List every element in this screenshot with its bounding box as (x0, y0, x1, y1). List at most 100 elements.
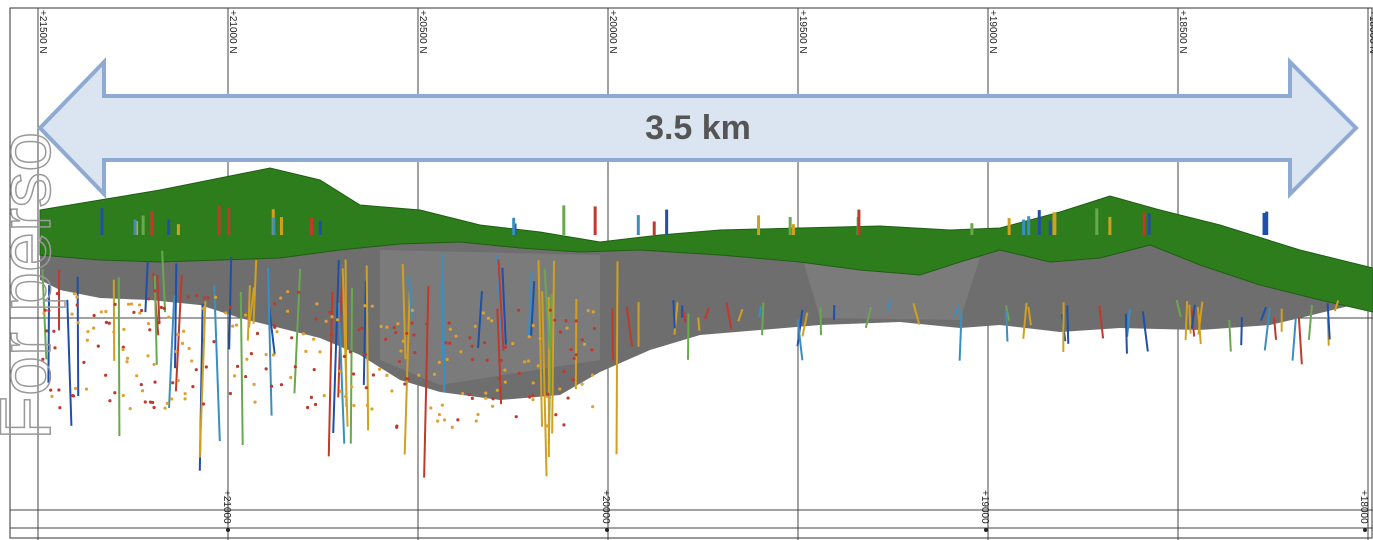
assay-dot (92, 326, 96, 330)
assay-dot (75, 303, 79, 307)
distance-label: 3.5 km (645, 109, 751, 147)
assay-dot (580, 382, 584, 386)
assay-dot (152, 405, 156, 410)
assay-dot (253, 400, 257, 404)
assay-dot (514, 415, 518, 419)
assay-dot (228, 305, 232, 309)
drillhole (477, 291, 483, 349)
assay-dot (201, 307, 206, 311)
assay-dot (401, 339, 405, 343)
assay-dot (459, 350, 463, 354)
assay-dot (565, 326, 569, 330)
assay-dot (125, 356, 130, 360)
assay-dot (129, 302, 134, 306)
assay-dot (72, 292, 77, 296)
assay-dot (335, 318, 340, 322)
assay-dot (99, 310, 103, 314)
assay-dot (50, 394, 54, 398)
drillhole (246, 285, 251, 341)
drillhole (501, 267, 507, 345)
drillhole (267, 267, 273, 416)
assay-dot (318, 350, 322, 354)
drillhole (198, 301, 207, 458)
assay-dot (503, 345, 508, 349)
assay-dot (52, 329, 56, 333)
assay-dot (379, 324, 383, 329)
assay-dot (574, 319, 578, 323)
assay-dot (104, 309, 108, 314)
drillhole (1240, 317, 1243, 346)
drillhole (174, 274, 183, 392)
assay-dot (187, 346, 191, 351)
assay-dot (121, 393, 125, 398)
grid-label: +21000 (221, 490, 232, 524)
drillhole (761, 302, 765, 336)
assay-dot (235, 364, 240, 368)
drillhole (611, 308, 614, 361)
drillhole (912, 303, 921, 325)
assay-dot (450, 425, 454, 429)
assay-dot (306, 405, 310, 410)
assay-dot (76, 321, 80, 325)
assay-dot (234, 323, 239, 327)
drillhole (1307, 304, 1313, 340)
assay-dot (548, 308, 553, 312)
assay-dot (186, 295, 190, 299)
grid-label: +19000 (979, 490, 990, 524)
distance-arrow (37, 57, 1359, 199)
assay-dot (497, 377, 501, 381)
drillhole (758, 306, 762, 318)
assay-dot (528, 395, 532, 399)
assay-dot (249, 352, 254, 356)
drillhole (497, 259, 505, 351)
assay-dot (351, 372, 356, 376)
drillhole (801, 312, 809, 337)
assay-dot (113, 391, 117, 395)
assay-dot (348, 350, 352, 354)
assay-dot (159, 305, 163, 310)
drillhole (496, 254, 504, 351)
assay-dot (404, 377, 408, 381)
assay-dot (85, 338, 89, 342)
assay-dot (454, 334, 458, 338)
assay-dot (212, 340, 216, 344)
assay-dot (290, 336, 294, 340)
drillhole (1066, 305, 1070, 344)
assay-dot (473, 324, 477, 328)
drillhole (530, 281, 536, 336)
drillhole (551, 260, 556, 434)
assay-dot (171, 381, 175, 385)
grid-label: +20000 (600, 490, 611, 524)
assay-dot (269, 384, 274, 388)
assay-dot (140, 389, 145, 393)
assay-dot (554, 413, 558, 417)
block-model (40, 215, 1373, 400)
assay-dot (122, 327, 126, 331)
assay-dot (304, 349, 308, 354)
assay-dot (360, 326, 364, 330)
assay-dot (231, 324, 235, 328)
assay-dot (432, 372, 437, 376)
assay-dot (425, 322, 429, 326)
assay-dot (204, 365, 208, 369)
assay-dot (92, 313, 96, 318)
assay-dot (531, 381, 535, 385)
assay-dot (153, 289, 157, 293)
assay-dot (591, 405, 595, 409)
assay-dot (301, 332, 306, 336)
assay-dot (70, 312, 74, 316)
drillhole (1005, 310, 1009, 342)
assay-dot (137, 303, 142, 307)
assay-dot (448, 327, 452, 331)
assay-dot (370, 407, 374, 411)
assay-dot (468, 336, 472, 340)
assay-dot (309, 395, 314, 400)
assay-dot (437, 413, 442, 417)
assay-dot (148, 328, 152, 332)
assay-dot (490, 319, 494, 323)
drillhole (248, 287, 255, 328)
assay-dot (558, 330, 563, 334)
drillhole (440, 281, 444, 361)
drillhole (953, 304, 961, 316)
assay-dot (470, 396, 474, 400)
